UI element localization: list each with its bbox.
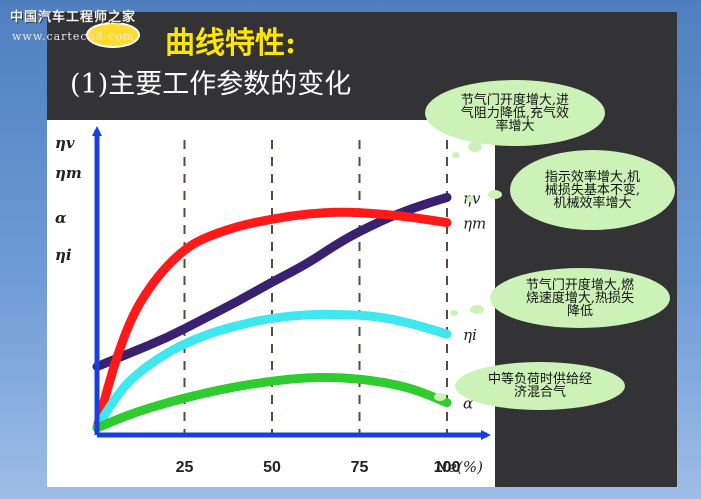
y-axis-label: ηm bbox=[55, 164, 82, 182]
series-line-ηi bbox=[92, 309, 452, 433]
series-line-ηv bbox=[92, 192, 452, 372]
watermark-site-name: 中国汽车工程师之家 bbox=[10, 10, 137, 25]
series-line-α bbox=[92, 372, 452, 433]
series-label: ηm bbox=[463, 215, 486, 233]
series-label: α bbox=[463, 395, 473, 413]
callout-throttle-pumping: 节气门开度增大,进气阻力降低,充气效率增大 bbox=[425, 80, 605, 146]
series-label: ηi bbox=[463, 326, 477, 344]
callout-combustion-heat-text: 节气门开度增大,燃烧速度增大,热损失降低 bbox=[525, 277, 635, 319]
callout-mixture: 中等负荷时供给经济混合气 bbox=[455, 362, 625, 410]
callout-dot bbox=[466, 196, 474, 202]
callout-indicated-mechanical-text: 指示效率增大,机械损失基本不变,机械效率增大 bbox=[544, 169, 641, 211]
y-axis-label: ηi bbox=[55, 246, 72, 264]
callout-mixture-text: 中等负荷时供给经济混合气 bbox=[487, 372, 592, 400]
callout-dot bbox=[468, 142, 482, 152]
callout-dot bbox=[434, 393, 446, 401]
callout-throttle-pumping-text: 节气门开度增大,进气阻力降低,充气效率增大 bbox=[460, 92, 570, 134]
logo-oval-icon bbox=[86, 22, 140, 48]
callout-dot bbox=[450, 310, 458, 316]
x-tick-label: 25 bbox=[176, 459, 194, 476]
x-tick-label: 75 bbox=[351, 459, 369, 476]
callout-dot bbox=[452, 152, 460, 158]
y-axis-label: ηv bbox=[55, 134, 75, 152]
callout-combustion-heat: 节气门开度增大,燃烧速度增大,热损失降低 bbox=[490, 268, 670, 328]
x-tick-label: 100 bbox=[434, 459, 461, 476]
watermark: 中国汽车工程师之家 www.cartech8.com bbox=[8, 6, 158, 48]
y-axis-label: α bbox=[55, 209, 67, 227]
x-axis-label: Ne(%) bbox=[434, 458, 483, 476]
watermark-url: www.cartech8.com bbox=[12, 30, 135, 43]
x-tick-label: 50 bbox=[263, 459, 281, 476]
callout-dot bbox=[470, 305, 484, 314]
series-line-ηm bbox=[92, 207, 452, 433]
callout-indicated-mechanical: 指示效率增大,机械损失基本不变,机械效率增大 bbox=[510, 150, 675, 230]
slide-title: 曲线特性: bbox=[165, 26, 297, 61]
slide-subtitle: (1)主要工作参数的变化 bbox=[70, 69, 352, 100]
callout-dot bbox=[488, 190, 502, 199]
